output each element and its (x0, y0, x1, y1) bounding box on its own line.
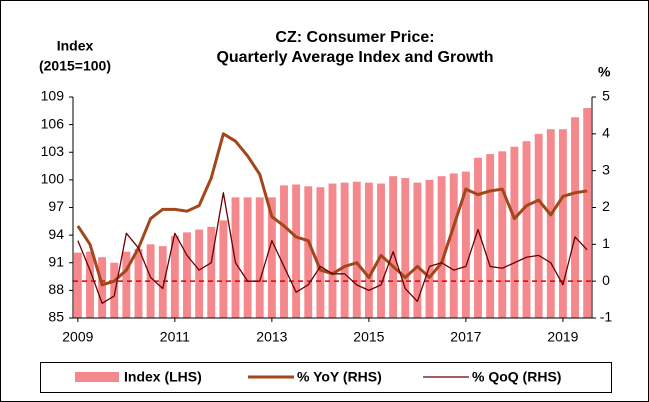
y-tick-label: 97 (48, 198, 64, 214)
bar (207, 226, 216, 318)
legend-swatch (75, 372, 119, 382)
chart-title: Quarterly Average Index and Growth (216, 49, 493, 66)
bar (267, 197, 276, 318)
bar (86, 251, 94, 318)
y2-tick-label: 2 (602, 198, 610, 214)
bar (461, 171, 470, 318)
bar (98, 257, 107, 318)
bar (352, 181, 361, 318)
bar (425, 179, 434, 318)
y2-axis-label: % (598, 64, 611, 80)
y-tick-label: 109 (41, 88, 65, 104)
y-tick-label: 106 (41, 115, 65, 131)
bar (243, 197, 252, 318)
bar (583, 108, 592, 318)
bar (340, 182, 349, 318)
bar (158, 246, 167, 318)
bar (255, 197, 264, 318)
bar (534, 133, 543, 318)
bar (146, 244, 155, 318)
y-tick-label: 91 (48, 253, 64, 269)
bar (546, 129, 555, 318)
y-axis-label: (2015=100) (39, 58, 111, 74)
bar (170, 236, 179, 318)
legend-label: % YoY (RHS) (297, 369, 382, 385)
bar (498, 151, 507, 318)
y2-tick-label: 1 (602, 235, 610, 251)
line (77, 192, 588, 304)
bar (486, 154, 495, 318)
bar (328, 183, 337, 318)
bar (219, 220, 228, 318)
y-tick-label: 103 (41, 143, 65, 159)
bar (231, 197, 240, 318)
bar (571, 117, 579, 318)
bar (304, 186, 313, 318)
bar (195, 229, 204, 318)
bar (377, 183, 385, 318)
chart-title: CZ: Consumer Price: (275, 29, 434, 46)
y2-tick-label: -1 (600, 309, 613, 325)
bar (134, 248, 143, 318)
y-tick-label: 100 (41, 171, 65, 187)
x-tick-label: 2009 (62, 329, 93, 345)
y-axis-label: Index (57, 38, 94, 54)
y-tick-label: 94 (48, 226, 64, 242)
x-tick-label: 2011 (160, 329, 190, 345)
bar (522, 141, 531, 318)
y-tick-label: 85 (48, 309, 64, 325)
y2-tick-label: 3 (602, 161, 610, 177)
y-tick-label: 88 (48, 281, 64, 297)
bar (364, 182, 373, 318)
bar (401, 178, 410, 318)
bar (183, 232, 191, 318)
bar (316, 187, 325, 318)
legend-label: % QoQ (RHS) (472, 369, 561, 385)
bar (292, 184, 301, 318)
y2-tick-label: 4 (602, 125, 610, 141)
bar (474, 157, 482, 318)
bar (73, 252, 82, 318)
x-tick-label: 2013 (256, 329, 287, 345)
y2-tick-label: 0 (602, 272, 610, 288)
bar (389, 176, 398, 318)
y2-tick-label: 5 (602, 88, 610, 104)
bar (413, 182, 422, 318)
x-tick-label: 2019 (547, 329, 578, 345)
legend-label: Index (LHS) (124, 369, 202, 385)
bar (510, 146, 519, 318)
bar (110, 262, 119, 318)
bar (558, 129, 567, 318)
bar (122, 251, 131, 318)
x-tick-label: 2017 (450, 329, 481, 345)
bar (449, 173, 458, 318)
legend-box (40, 362, 612, 393)
bar (280, 185, 288, 318)
x-tick-label: 2015 (353, 329, 384, 345)
bar (437, 176, 446, 318)
